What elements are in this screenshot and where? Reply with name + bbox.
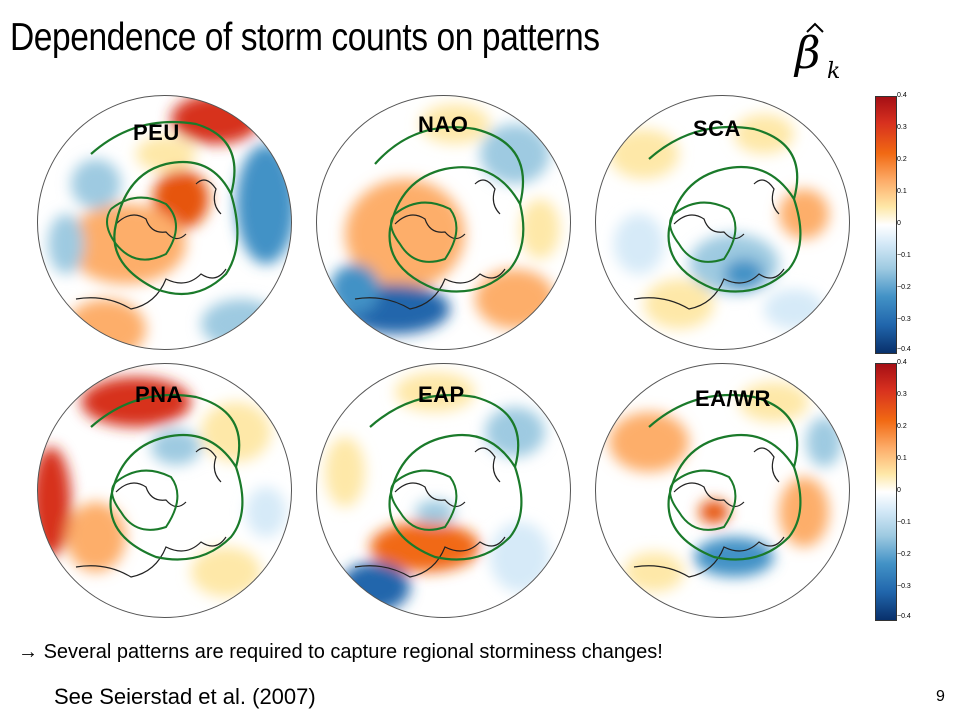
map-nao <box>315 94 572 351</box>
bullet-text: Several patterns are required to capture… <box>43 641 663 663</box>
reference-text: See Seierstad et al. (2007) <box>54 684 316 709</box>
colorbar-bottom: 0.4 0.3 0.2 0.1 0 −0.1 −0.2 −0.3 −0.4 <box>875 359 911 621</box>
page-number: 9 <box>936 688 945 705</box>
map-sca <box>594 94 851 351</box>
arrow-icon: → <box>18 641 38 663</box>
map-label-sca: SCA <box>693 116 741 141</box>
colorbar-tick: −0.4 <box>897 613 911 620</box>
beta-hat-formula: β k <box>793 22 840 84</box>
colorbar-tick: −0.1 <box>897 252 911 259</box>
map-ea-wr <box>594 362 851 619</box>
colorbar-tick: 0.4 <box>897 359 907 366</box>
map-peu <box>36 94 293 351</box>
map-label-nao: NAO <box>418 112 469 137</box>
map-eap <box>315 362 572 619</box>
colorbar-tick: −0.2 <box>897 551 911 558</box>
colorbar-top-gradient <box>875 96 897 354</box>
colorbar-tick: 0.2 <box>897 423 907 430</box>
colorbar-bottom-gradient <box>875 363 897 621</box>
bullet-line: → Several patterns are required to captu… <box>18 641 663 664</box>
svg-text:β: β <box>793 28 820 79</box>
colorbar-tick: 0.4 <box>897 92 907 99</box>
colorbar-tick: −0.3 <box>897 583 911 590</box>
colorbar-tick: 0 <box>897 220 901 227</box>
colorbar-tick: −0.1 <box>897 519 911 526</box>
map-pna <box>36 362 293 619</box>
map-label-eap: EAP <box>418 382 465 407</box>
colorbar-tick: −0.3 <box>897 316 911 323</box>
colorbar-tick: 0 <box>897 487 901 494</box>
colorbar-tick: 0.2 <box>897 156 907 163</box>
map-label-ea-wr: EA/WR <box>695 386 771 411</box>
map-label-peu: PEU <box>133 120 180 145</box>
page-title: Dependence of storm counts on patterns <box>10 16 600 59</box>
colorbar-top: 0.4 0.3 0.2 0.1 0 −0.1 −0.2 −0.3 −0.4 <box>875 92 911 354</box>
colorbar-tick: 0.3 <box>897 391 907 398</box>
colorbar-tick: −0.4 <box>897 346 911 353</box>
map-label-pna: PNA <box>135 382 183 407</box>
colorbar-tick: 0.3 <box>897 124 907 131</box>
colorbar-tick: −0.2 <box>897 284 911 291</box>
colorbar-tick: 0.1 <box>897 455 907 462</box>
colorbar-tick: 0.1 <box>897 188 907 195</box>
svg-text:k: k <box>827 59 840 84</box>
